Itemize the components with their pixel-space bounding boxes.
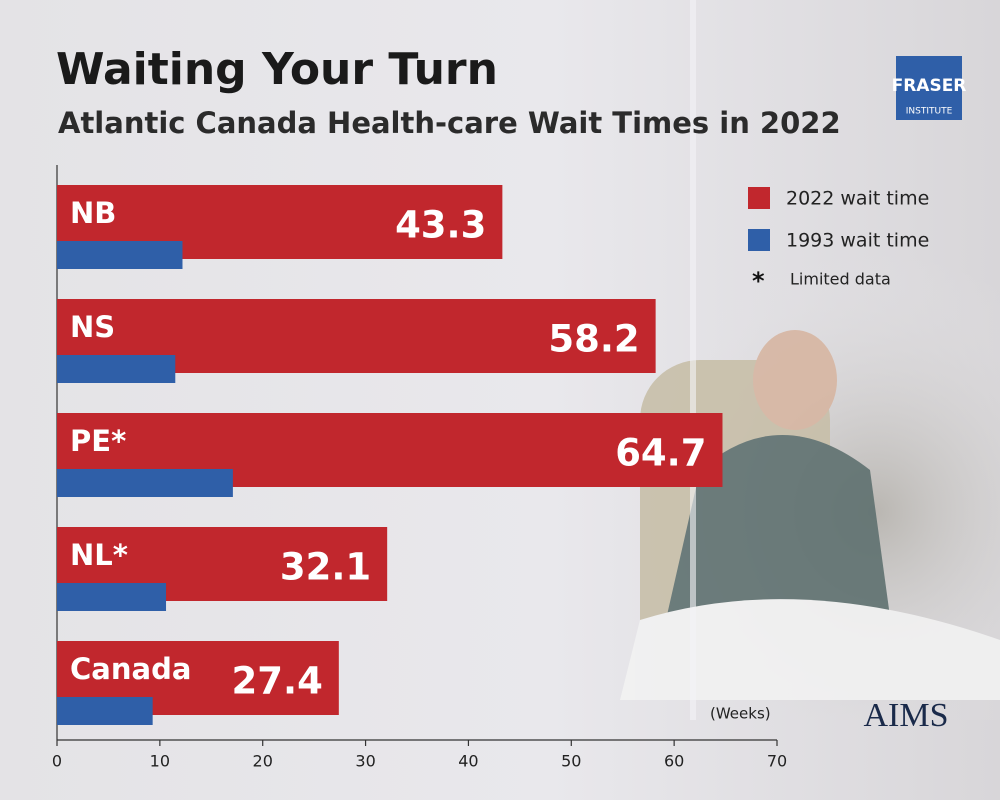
axis-label: (Weeks) — [710, 705, 771, 723]
category-label: NS — [70, 310, 115, 344]
legend-label: 2022 wait time — [786, 188, 929, 210]
x-tick-label: 60 — [664, 752, 684, 771]
fraser-logo-subtext: INSTITUTE — [906, 107, 953, 117]
chart-subtitle: Atlantic Canada Health-care Wait Times i… — [58, 106, 841, 140]
legend-swatch — [748, 187, 770, 209]
bar-1993 — [57, 241, 183, 269]
x-tick-label: 40 — [458, 752, 478, 771]
value-label: 27.4 — [232, 660, 323, 703]
value-label: 64.7 — [615, 432, 706, 475]
bar-1993 — [57, 697, 153, 725]
category-label: Canada — [70, 652, 191, 686]
chart-title: Waiting Your Turn — [56, 44, 498, 95]
x-tick-label: 10 — [150, 752, 170, 771]
bar-1993 — [57, 355, 176, 383]
fraser-logo — [896, 56, 962, 120]
x-tick-label: 50 — [561, 752, 581, 771]
note-text: Limited data — [790, 270, 891, 289]
x-tick-label: 20 — [253, 752, 273, 771]
x-tick-label: 0 — [52, 752, 62, 771]
legend-label: 1993 wait time — [786, 230, 929, 252]
x-tick-label: 70 — [767, 752, 787, 771]
category-label: PE* — [70, 424, 126, 458]
value-label: 32.1 — [280, 546, 371, 589]
x-tick-label: 30 — [355, 752, 375, 771]
aims-logo: AIMS — [863, 697, 948, 734]
fraser-logo-text: FRASER — [892, 76, 967, 96]
window-frame — [690, 0, 696, 720]
bar-1993 — [57, 469, 233, 497]
note-symbol: * — [752, 267, 765, 295]
value-label: 58.2 — [548, 318, 639, 361]
value-label: 43.3 — [395, 204, 486, 247]
category-label: NL* — [70, 538, 128, 572]
legend-swatch — [748, 229, 770, 251]
category-label: NB — [70, 196, 116, 230]
bar-1993 — [57, 583, 167, 611]
